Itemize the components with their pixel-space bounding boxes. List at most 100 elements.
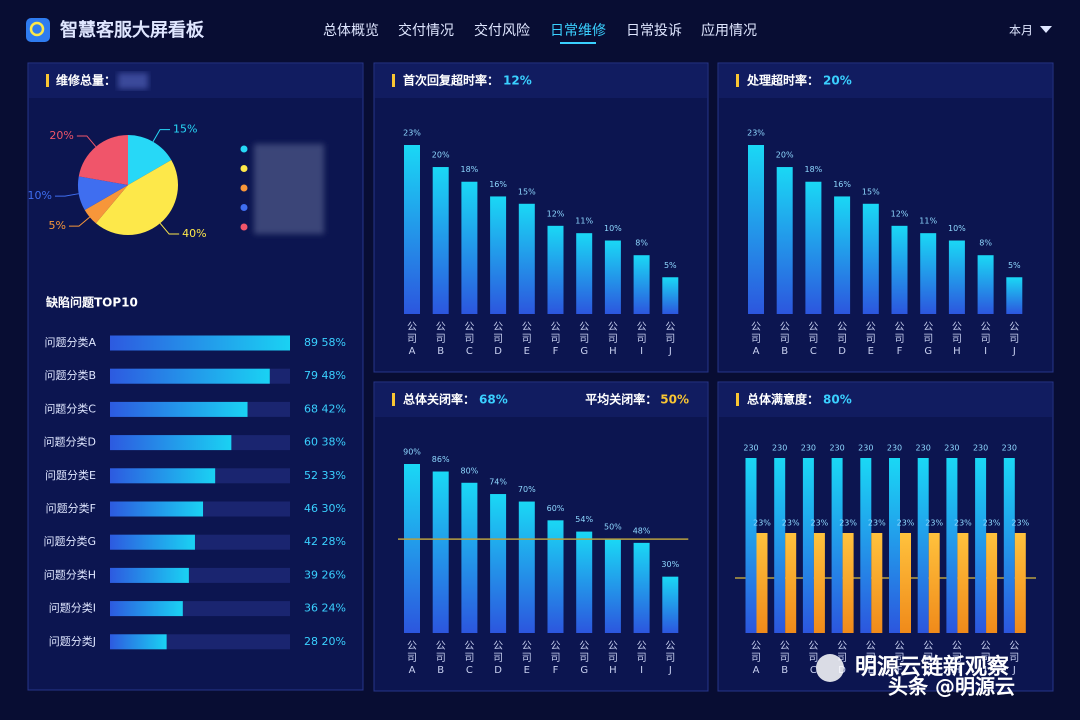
data-label: 86% bbox=[432, 455, 450, 464]
bar bbox=[871, 533, 883, 633]
y-tick-label: 问题分类C bbox=[44, 401, 96, 415]
data-label: 52 33% bbox=[304, 469, 346, 482]
bar bbox=[889, 458, 900, 633]
legend-dot bbox=[240, 204, 248, 211]
data-label: 230 bbox=[772, 444, 787, 453]
bar bbox=[842, 533, 854, 633]
title-markers bbox=[46, 74, 739, 406]
x-tick-label: 公司 I bbox=[981, 641, 991, 676]
data-label: 23% bbox=[1011, 519, 1029, 528]
data-label: 12% bbox=[891, 209, 909, 218]
x-tick-label: 公司 H bbox=[952, 322, 962, 357]
data-label: 5% bbox=[664, 261, 677, 270]
data-label: 42 28% bbox=[304, 535, 346, 548]
y-tick-label: 问题分类G bbox=[43, 534, 96, 548]
bar bbox=[604, 240, 621, 314]
data-label: 18% bbox=[461, 165, 479, 174]
nav-item[interactable]: 交付风险 bbox=[474, 22, 530, 39]
bar bbox=[745, 458, 757, 633]
data-label: 23% bbox=[954, 519, 972, 528]
bar bbox=[576, 233, 593, 314]
panel-header bbox=[375, 64, 707, 98]
y-tick-label: 问题分类A bbox=[44, 335, 96, 349]
x-tick-label: 公司 A bbox=[407, 322, 417, 357]
x-tick-label: 公司 I bbox=[637, 322, 647, 357]
panel-header bbox=[29, 64, 362, 98]
panel bbox=[373, 381, 709, 692]
bar bbox=[1006, 277, 1023, 314]
bar bbox=[662, 277, 679, 314]
logo bbox=[26, 18, 50, 42]
data-label: 16% bbox=[833, 180, 851, 189]
x-tick-label: 公司 F bbox=[895, 322, 905, 357]
x-tick-label: 公司 E bbox=[866, 641, 876, 676]
nav-item[interactable]: 日常投诉 bbox=[626, 23, 682, 39]
data-label: 23% bbox=[868, 519, 886, 528]
x-tick-label: 公司 H bbox=[952, 641, 962, 676]
x-tick-label: 公司 J bbox=[1009, 641, 1019, 676]
bar bbox=[110, 368, 270, 384]
app-title: 智慧客服大屏看板 bbox=[60, 19, 205, 41]
x-tick-label: 公司 G bbox=[579, 322, 589, 357]
data-label: 36 24% bbox=[304, 602, 346, 615]
data-label: 60 38% bbox=[304, 436, 346, 449]
data-label: 10% bbox=[604, 224, 622, 233]
data-label: 8% bbox=[979, 239, 992, 248]
x-tick-label: 公司 I bbox=[981, 322, 991, 357]
x-tick-label: 公司 B bbox=[780, 322, 790, 357]
bar bbox=[1003, 458, 1015, 633]
data-label: 230 bbox=[1002, 444, 1017, 453]
bar bbox=[633, 542, 650, 633]
bar bbox=[862, 203, 879, 314]
bar bbox=[831, 458, 843, 633]
data-label: 230 bbox=[887, 444, 902, 453]
data-label: 23% bbox=[753, 519, 771, 528]
bar bbox=[110, 401, 248, 417]
data-label: 230 bbox=[916, 444, 931, 453]
bar bbox=[1014, 533, 1026, 633]
panel-title: 总体满意度： bbox=[747, 392, 819, 407]
data-label: 11% bbox=[575, 217, 593, 226]
bar bbox=[928, 533, 940, 633]
period-select[interactable]: 本月 bbox=[1009, 24, 1033, 38]
x-tick-label: 公司 J bbox=[1009, 322, 1019, 357]
data-label: 28 20% bbox=[304, 635, 346, 648]
data-label: 74% bbox=[489, 478, 507, 487]
nav-item[interactable]: 总体概览 bbox=[323, 23, 379, 39]
data-label: 54% bbox=[575, 515, 593, 524]
data-label: 12% bbox=[547, 209, 565, 218]
data-label: 46 30% bbox=[304, 502, 346, 515]
data-label: 230 bbox=[858, 444, 873, 453]
x-tick-label: 公司 F bbox=[551, 322, 561, 357]
bar bbox=[110, 468, 216, 484]
nav-item[interactable]: 交付情况 bbox=[398, 22, 454, 39]
nav-item[interactable]: 应用情况 bbox=[701, 22, 757, 39]
data-label: 23% bbox=[782, 519, 800, 528]
bar bbox=[860, 458, 872, 633]
bar bbox=[547, 225, 564, 314]
x-tick-label: 公司 C bbox=[464, 641, 474, 676]
dropdown-arrow[interactable] bbox=[1040, 26, 1052, 33]
x-tick-label: 公司 E bbox=[522, 641, 532, 676]
bar bbox=[662, 576, 679, 633]
legend-dot bbox=[240, 145, 248, 153]
y-tick-label: 问题分类J bbox=[49, 634, 96, 648]
x-tick-label: 公司 C bbox=[808, 641, 818, 676]
bar bbox=[110, 501, 204, 517]
data-label: 23% bbox=[747, 129, 765, 138]
y-tick-label: 问题分类H bbox=[44, 567, 96, 581]
data-label: 5% bbox=[49, 219, 66, 232]
x-tick-label: 公司 B bbox=[436, 641, 446, 676]
bar bbox=[917, 458, 929, 633]
x-tick-label: 公司 I bbox=[637, 641, 647, 676]
y-tick-label: 问题分类E bbox=[45, 468, 96, 482]
data-label: 230 bbox=[973, 444, 988, 453]
data-label: 230 bbox=[801, 444, 816, 453]
nav-underline bbox=[560, 42, 596, 44]
bar bbox=[461, 482, 478, 633]
nav-item[interactable]: 日常维修 bbox=[550, 23, 606, 39]
panel-title: 总体关闭率： bbox=[403, 392, 475, 407]
